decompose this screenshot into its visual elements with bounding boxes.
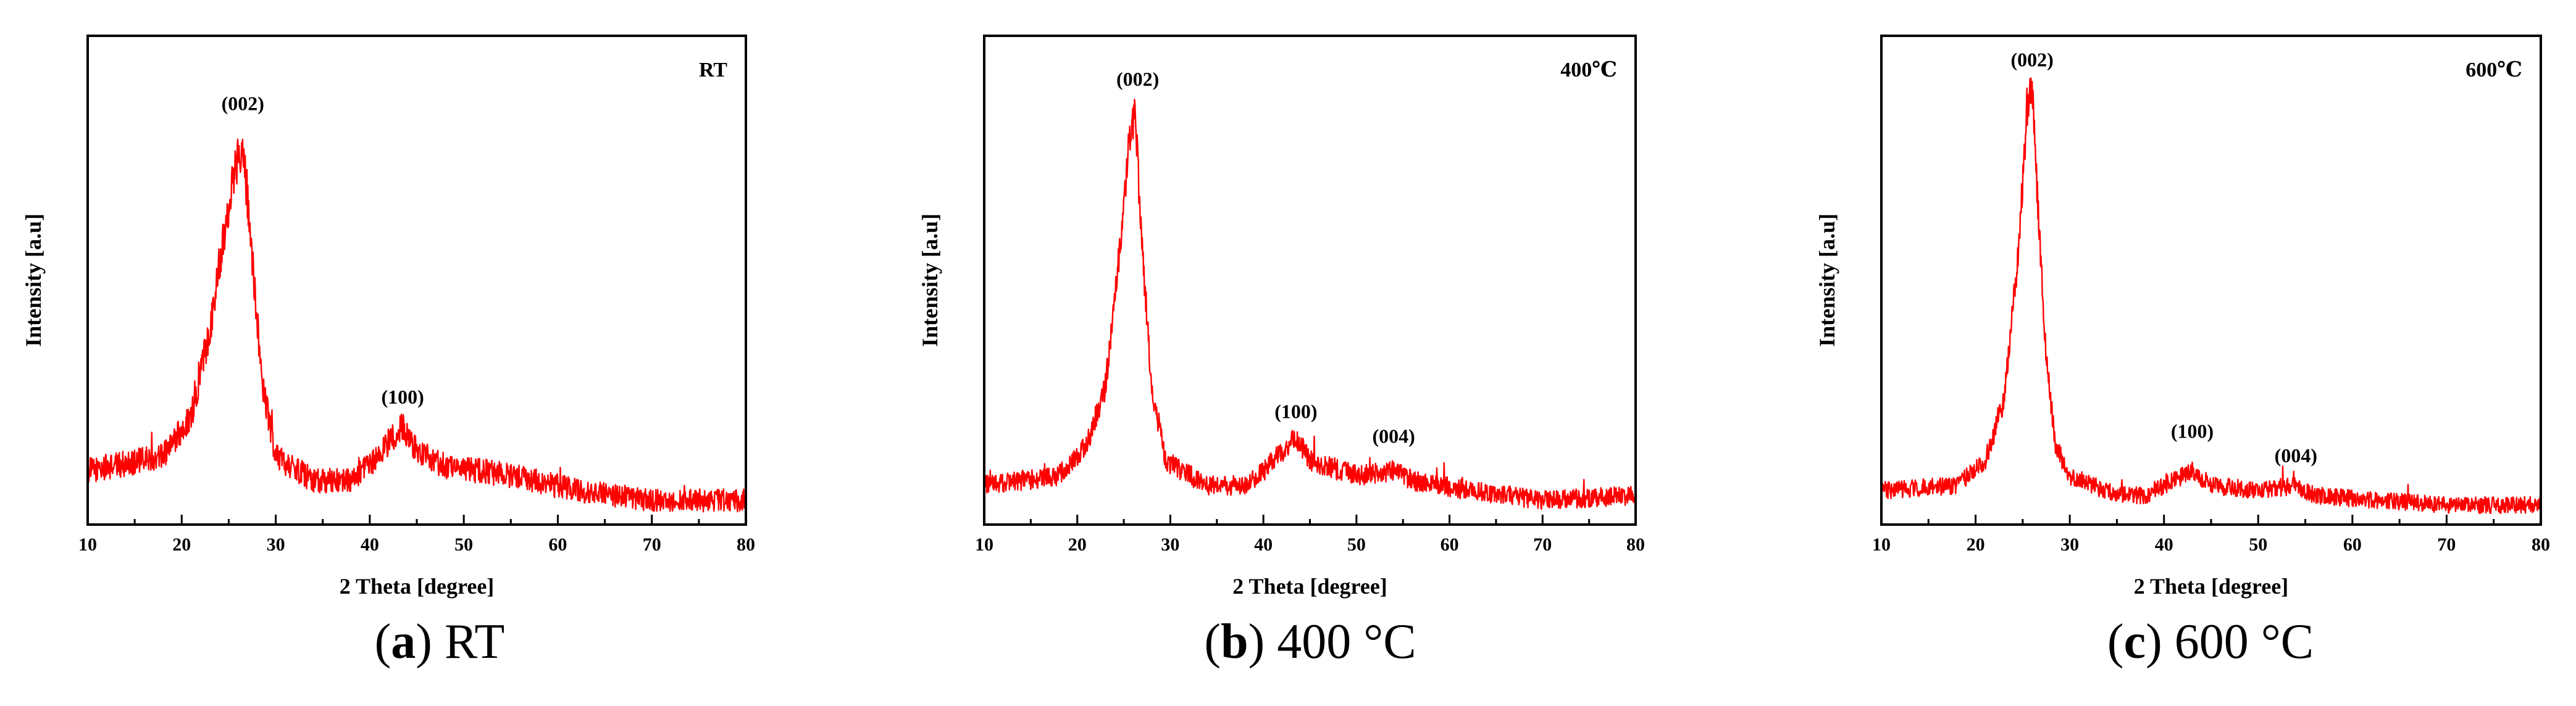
x-tick-label: 30 — [2060, 534, 2079, 555]
corner-label: 400℃ — [1560, 59, 1617, 81]
x-tick-label: 20 — [1967, 534, 1985, 555]
chart-panel-c: 10 20 30 40 50 60 70 80 2 Theta [degree] Intensit… — [1815, 35, 2550, 669]
x-tick-label: 80 — [737, 534, 755, 555]
y-axis-label: Intensity [a.u] — [21, 214, 46, 347]
plot-frame — [1880, 35, 2542, 526]
x-tick-label: 80 — [1626, 534, 1645, 555]
caption-paren-open: ( — [1204, 615, 1221, 669]
x-tick-label: 40 — [361, 534, 379, 555]
x-axis-label: 2 Theta [degree] — [340, 574, 495, 599]
x-tick-label: 80 — [2532, 534, 2550, 555]
panel-caption: (b) 400 °C — [1204, 615, 1416, 669]
xrd-series-line — [983, 98, 1637, 510]
peak-label: (100) — [2171, 420, 2214, 442]
corner-label: RT — [699, 59, 727, 81]
caption-letter: c — [2124, 615, 2146, 669]
x-tick-label: 60 — [548, 534, 567, 555]
caption-letter: a — [391, 615, 416, 669]
peak-label: (002) — [1116, 68, 1159, 90]
x-tick-label: 10 — [975, 534, 993, 555]
peak-label: (004) — [2275, 444, 2317, 467]
panel-caption: (c) 600 °C — [2107, 615, 2314, 669]
x-tick-label: 10 — [78, 534, 97, 555]
x-tick-label: 30 — [1161, 534, 1179, 555]
x-tick-label: 30 — [267, 534, 285, 555]
x-axis-label: 2 Theta [degree] — [1232, 574, 1387, 599]
chart-panel-b: 10 20 30 40 50 60 70 80 2 Theta [degree] Intensit… — [918, 35, 1645, 669]
peak-label: (100) — [382, 386, 424, 408]
x-tick-label: 20 — [1068, 534, 1087, 555]
x-tick-label: 40 — [1254, 534, 1273, 555]
x-tick-label: 60 — [2343, 534, 2362, 555]
caption-letter: b — [1221, 615, 1248, 669]
chart-panel-a: 10 20 30 40 50 60 70 80 2 Theta [degree] Intensit… — [21, 35, 755, 669]
x-tick-label: 70 — [2437, 534, 2456, 555]
x-tick-label: 50 — [1347, 534, 1366, 555]
y-axis-label: Intensity [a.u] — [1815, 214, 1839, 347]
x-tick-label: 50 — [454, 534, 473, 555]
x-tick-label: 20 — [172, 534, 191, 555]
x-tick-label: 60 — [1441, 534, 1459, 555]
x-tick-label: 50 — [2249, 534, 2267, 555]
x-tick-label: 70 — [1533, 534, 1552, 555]
corner-label: 600℃ — [2465, 59, 2522, 81]
x-axis-label: 2 Theta [degree] — [2134, 574, 2289, 599]
panel-caption: (a) RT — [375, 615, 505, 669]
peak-label: (100) — [1274, 401, 1317, 423]
peak-label: (004) — [1372, 425, 1415, 447]
peak-label: (002) — [222, 93, 264, 115]
caption-text: RT — [432, 615, 504, 669]
peak-label: (002) — [2010, 48, 2053, 70]
plot-frame — [983, 35, 1637, 526]
x-tick-label: 40 — [2155, 534, 2173, 555]
caption-paren-open: ( — [375, 615, 391, 669]
xrd-series-line — [1880, 77, 2542, 514]
caption-paren-close: ) — [2146, 615, 2162, 669]
caption-paren-close: ) — [416, 615, 432, 669]
caption-text: 400 °C — [1265, 615, 1416, 669]
x-tick-label: 70 — [643, 534, 661, 555]
x-tick-label: 10 — [1872, 534, 1891, 555]
caption-paren-close: ) — [1248, 615, 1265, 669]
y-axis-label: Intensity [a.u] — [918, 214, 942, 347]
caption-paren-open: ( — [2107, 615, 2124, 669]
caption-text: 600 °C — [2162, 615, 2314, 669]
xrd-series-line — [86, 138, 747, 513]
